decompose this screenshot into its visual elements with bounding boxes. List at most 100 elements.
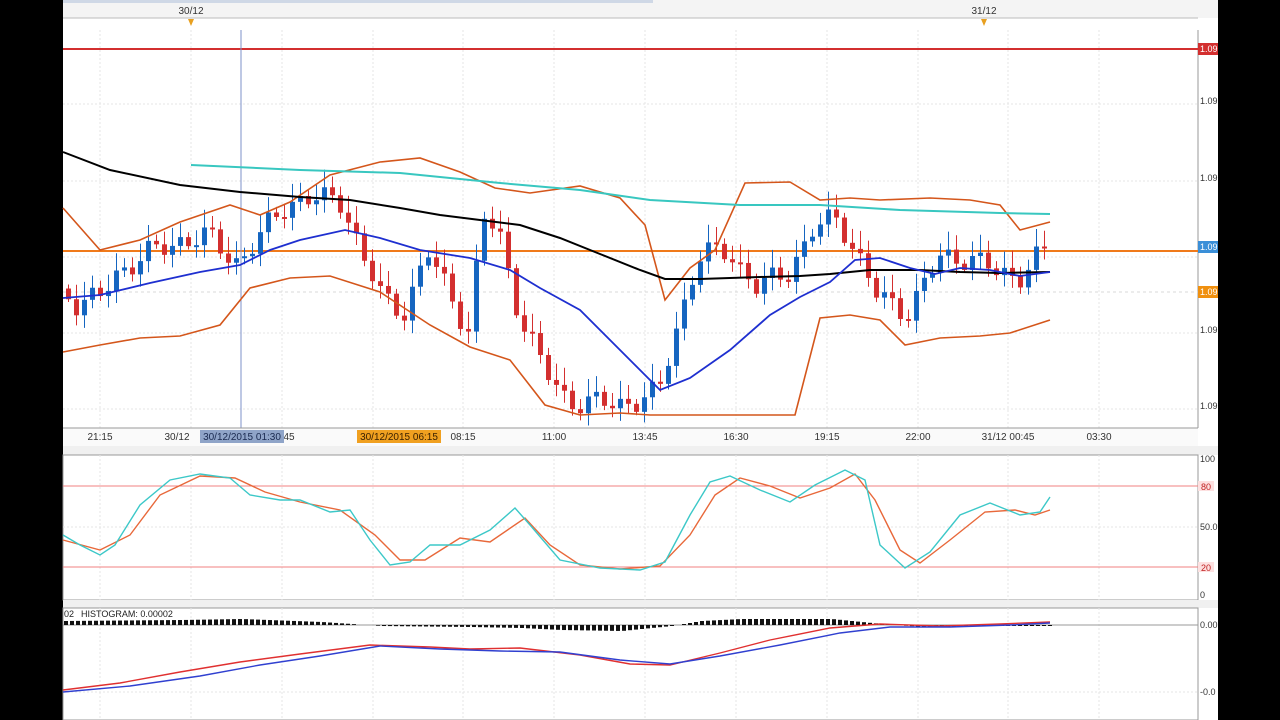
candlestick — [218, 221, 223, 260]
histogram-bar — [292, 620, 296, 625]
histogram-bar — [184, 619, 188, 625]
time-tick: 13:45 — [632, 432, 657, 443]
histogram-bar — [412, 625, 416, 627]
histogram-bar — [478, 625, 482, 628]
candlestick — [786, 270, 791, 289]
histogram-bar — [550, 625, 554, 630]
candlestick — [666, 357, 671, 390]
bollinger-upper-band — [62, 157, 1051, 302]
histogram-bar — [418, 625, 422, 627]
histogram-bar — [808, 619, 812, 625]
histogram-bar — [592, 625, 596, 631]
macd-grid — [63, 608, 1198, 720]
candlestick — [538, 321, 543, 364]
time-tick: 30/12 — [164, 432, 189, 443]
candlestick — [442, 249, 447, 286]
candlestick — [130, 257, 135, 282]
candlestick — [682, 282, 687, 341]
candlestick — [554, 363, 559, 397]
histogram-bar — [238, 619, 242, 625]
histogram-bar — [748, 619, 752, 625]
date-marker-left-icon[interactable] — [188, 19, 194, 26]
candlestick — [498, 210, 503, 245]
candlestick — [546, 347, 551, 386]
histogram-bar — [112, 620, 116, 625]
histogram-bar — [70, 620, 74, 625]
price-badge-red — [1198, 43, 1218, 55]
stochastic-pane[interactable] — [62, 454, 1199, 601]
moving-average-black — [62, 151, 1051, 280]
histogram-bar — [766, 619, 770, 625]
candlestick — [690, 276, 695, 306]
candlestick — [74, 284, 79, 326]
candlestick — [738, 244, 743, 277]
candlestick — [778, 256, 783, 288]
histogram-bar — [826, 619, 830, 625]
price-badge-orange — [1198, 286, 1218, 298]
histogram-bar — [400, 625, 404, 627]
top-date-marker-right: 31/12 — [971, 6, 996, 17]
stochastic-d-line — [62, 473, 1051, 570]
pane-separator[interactable] — [63, 600, 1218, 608]
histogram-bar — [484, 625, 488, 628]
histogram-bar — [664, 625, 668, 627]
candlestick — [650, 363, 655, 410]
histogram-bar — [820, 619, 824, 625]
date-marker-right-icon[interactable] — [981, 19, 987, 26]
histogram-bar — [82, 620, 86, 625]
histogram-bar — [430, 625, 434, 627]
histogram-bar — [106, 620, 110, 625]
candlestick — [730, 245, 735, 272]
time-tick: 11:00 — [542, 432, 567, 443]
candlestick — [506, 217, 511, 279]
price-pane[interactable] — [62, 30, 1199, 720]
histogram-bar — [682, 624, 686, 625]
macd-histogram — [64, 619, 1052, 631]
histogram-bar — [280, 620, 284, 625]
histogram-bar — [382, 625, 386, 627]
candlestick — [578, 398, 583, 421]
histogram-bar — [646, 625, 650, 629]
candlestick — [66, 284, 71, 303]
histogram-bar — [460, 625, 464, 627]
candlestick — [146, 225, 151, 273]
candlestick — [362, 225, 367, 267]
histogram-bar — [532, 625, 536, 629]
histogram-bar — [718, 620, 722, 625]
candlestick — [138, 243, 143, 287]
stoch-level-label: 20 — [1201, 563, 1211, 573]
histogram-bar — [190, 619, 194, 625]
time-tick: 03:30 — [1086, 432, 1111, 443]
macd-pane[interactable]: 02 HISTOGRAM: 0.00002 — [62, 607, 1199, 720]
histogram-bar — [1048, 625, 1052, 626]
candlestick — [258, 214, 263, 267]
time-tick: 31/12 00:45 — [982, 432, 1035, 443]
top-scroll-indicator[interactable] — [63, 0, 653, 3]
candlestick — [962, 259, 967, 273]
candlestick — [322, 169, 327, 213]
candlestick — [1002, 251, 1007, 287]
highlight-time-badge — [357, 430, 441, 443]
macd-header-prefix: 02 — [64, 609, 74, 619]
candlestick — [338, 186, 343, 219]
candlestick — [594, 376, 599, 408]
candlestick — [746, 249, 751, 289]
price-badge-red-text: 1.09 — [1200, 44, 1218, 54]
histogram-bar — [298, 621, 302, 625]
histogram-bar — [736, 619, 740, 625]
candlestick — [834, 194, 839, 228]
candlestick — [802, 224, 807, 269]
histogram-bar — [508, 625, 512, 628]
crosshair-time-badge — [200, 430, 284, 443]
candlestick — [818, 212, 823, 245]
time-axis: 21:15 30/12 45 08:15 11:00 13:45 16:30 1… — [63, 427, 1198, 446]
candlestick — [970, 241, 975, 281]
histogram-bar — [640, 625, 644, 629]
histogram-bar — [448, 625, 452, 627]
pane-separator[interactable] — [63, 446, 1218, 455]
stoch-level-label: 0 — [1200, 590, 1205, 600]
histogram-bar — [424, 625, 428, 627]
histogram-bar — [838, 619, 842, 625]
candlestick — [706, 224, 711, 274]
